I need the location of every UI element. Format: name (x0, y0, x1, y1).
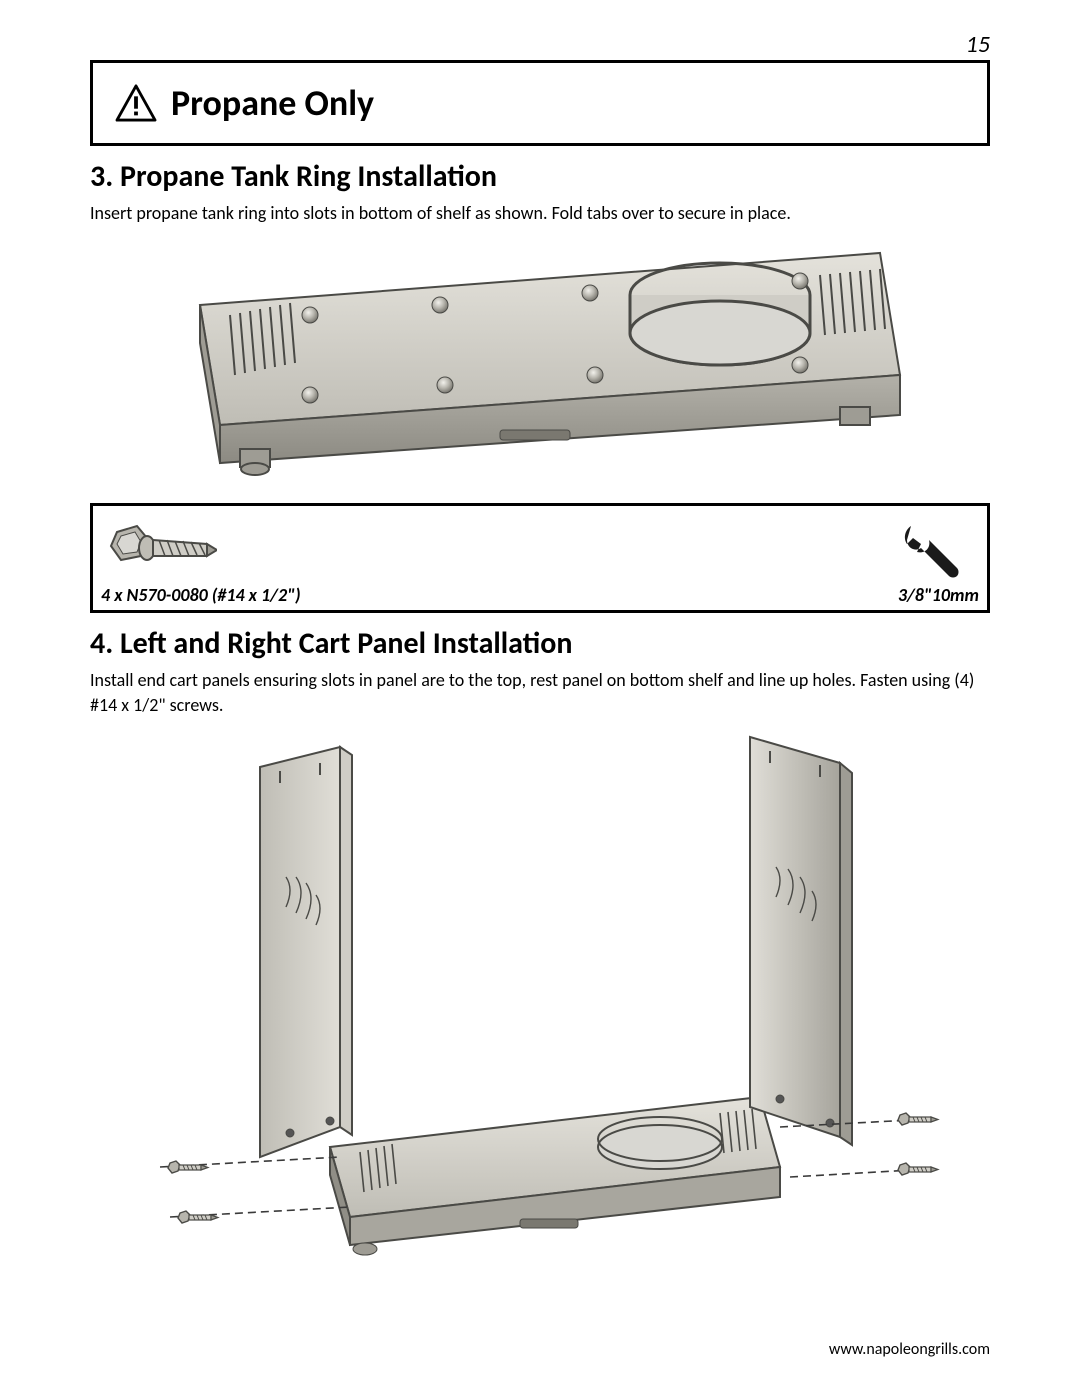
section-3-heading: 3. Propane Tank Ring Installation (90, 158, 990, 195)
warning-triangle-icon (115, 84, 157, 122)
screw-label: 4 x N570-0080 (#14 x 1/2") (101, 584, 301, 606)
wrench-icon (899, 518, 969, 588)
page-number: 15 (966, 30, 990, 59)
hardware-box: 4 x N570-0080 (#14 x 1/2") 3/8"10mm (90, 503, 990, 613)
section-4-heading: 4. Left and Right Cart Panel Installatio… (90, 625, 990, 662)
warning-box: Propane Only (90, 60, 990, 146)
section-4-body: Install end cart panels ensuring slots i… (90, 668, 990, 717)
footer-url: www.napoleongrills.com (829, 1340, 990, 1359)
figure-cart-panels (140, 727, 940, 1257)
figure-tank-ring (160, 235, 920, 485)
warning-text: Propane Only (171, 81, 374, 125)
section-3-body: Insert propane tank ring into slots in b… (90, 201, 990, 225)
wrench-label: 3/8"10mm (898, 584, 979, 606)
screw-icon (107, 522, 217, 572)
